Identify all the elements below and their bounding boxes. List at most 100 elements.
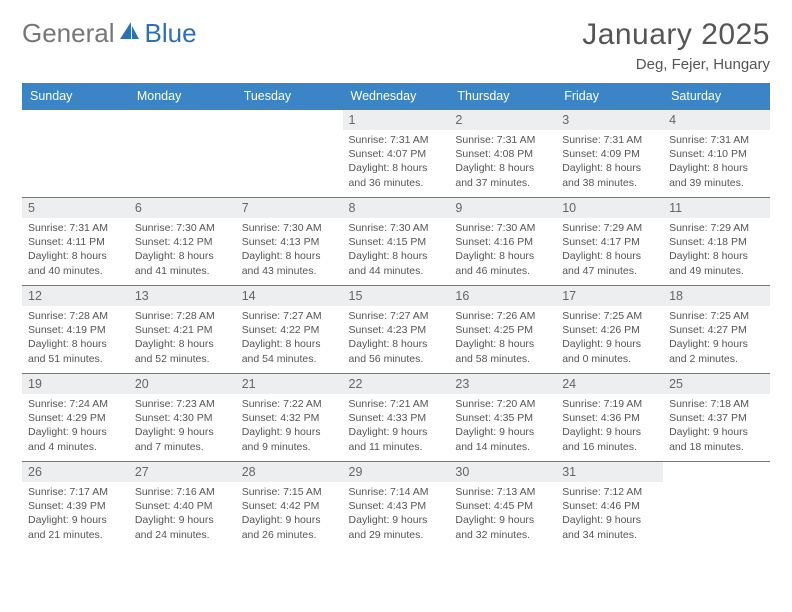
day-details: Sunrise: 7:31 AMSunset: 4:09 PMDaylight:… xyxy=(556,130,663,192)
sunrise-text: Sunrise: 7:22 AM xyxy=(242,397,337,411)
day-details: Sunrise: 7:15 AMSunset: 4:42 PMDaylight:… xyxy=(236,482,343,544)
calendar-table: Sunday Monday Tuesday Wednesday Thursday… xyxy=(22,83,770,550)
weekday-header: Monday xyxy=(129,83,236,110)
sunrise-text: Sunrise: 7:26 AM xyxy=(455,309,550,323)
day-details: Sunrise: 7:22 AMSunset: 4:32 PMDaylight:… xyxy=(236,394,343,456)
day-number: 4 xyxy=(663,110,770,130)
daylight-text: Daylight: 8 hours and 40 minutes. xyxy=(28,249,123,277)
daylight-text: Daylight: 9 hours and 21 minutes. xyxy=(28,513,123,541)
day-number: 5 xyxy=(22,198,129,218)
day-number: 16 xyxy=(449,286,556,306)
daylight-text: Daylight: 9 hours and 16 minutes. xyxy=(562,425,657,453)
calendar-day-cell: 9Sunrise: 7:30 AMSunset: 4:16 PMDaylight… xyxy=(449,198,556,286)
day-details: Sunrise: 7:24 AMSunset: 4:29 PMDaylight:… xyxy=(22,394,129,456)
sunrise-text: Sunrise: 7:20 AM xyxy=(455,397,550,411)
sunrise-text: Sunrise: 7:31 AM xyxy=(455,133,550,147)
page-subtitle: Deg, Fejer, Hungary xyxy=(582,56,770,73)
sunset-text: Sunset: 4:09 PM xyxy=(562,147,657,161)
daylight-text: Daylight: 9 hours and 11 minutes. xyxy=(349,425,444,453)
daylight-text: Daylight: 8 hours and 46 minutes. xyxy=(455,249,550,277)
calendar-day-cell: 3Sunrise: 7:31 AMSunset: 4:09 PMDaylight… xyxy=(556,110,663,198)
sunrise-text: Sunrise: 7:29 AM xyxy=(669,221,764,235)
logo-sail-icon xyxy=(119,21,141,46)
sunrise-text: Sunrise: 7:28 AM xyxy=(28,309,123,323)
sunset-text: Sunset: 4:07 PM xyxy=(349,147,444,161)
day-details: Sunrise: 7:28 AMSunset: 4:21 PMDaylight:… xyxy=(129,306,236,368)
day-number: 12 xyxy=(22,286,129,306)
sunset-text: Sunset: 4:30 PM xyxy=(135,411,230,425)
calendar-week-row: 1Sunrise: 7:31 AMSunset: 4:07 PMDaylight… xyxy=(22,110,770,198)
title-block: January 2025 Deg, Fejer, Hungary xyxy=(582,18,770,73)
sunset-text: Sunset: 4:26 PM xyxy=(562,323,657,337)
calendar-day-cell: 11 Sunrise: 7:29 AMSunset: 4:18 PMDayligh… xyxy=(663,198,770,286)
sunset-text: Sunset: 4:21 PM xyxy=(135,323,230,337)
day-number: 3 xyxy=(556,110,663,130)
day-number: 29 xyxy=(343,462,450,482)
daylight-text: Daylight: 9 hours and 34 minutes. xyxy=(562,513,657,541)
day-details: Sunrise: 7:26 AMSunset: 4:25 PMDaylight:… xyxy=(449,306,556,368)
day-details: Sunrise: 7:27 AMSunset: 4:22 PMDaylight:… xyxy=(236,306,343,368)
sunset-text: Sunset: 4:27 PM xyxy=(669,323,764,337)
day-details: Sunrise: 7:21 AMSunset: 4:33 PMDaylight:… xyxy=(343,394,450,456)
sunset-text: Sunset: 4:17 PM xyxy=(562,235,657,249)
day-details: Sunrise: 7:25 AMSunset: 4:27 PMDaylight:… xyxy=(663,306,770,368)
day-details: Sunrise: 7:25 AMSunset: 4:26 PMDaylight:… xyxy=(556,306,663,368)
sunrise-text: Sunrise: 7:27 AM xyxy=(349,309,444,323)
calendar-day-cell: 27Sunrise: 7:16 AMSunset: 4:40 PMDayligh… xyxy=(129,462,236,550)
day-number: 28 xyxy=(236,462,343,482)
sunrise-text: Sunrise: 7:18 AM xyxy=(669,397,764,411)
sunrise-text: Sunrise: 7:25 AM xyxy=(669,309,764,323)
calendar-day-cell: 20Sunrise: 7:23 AMSunset: 4:30 PMDayligh… xyxy=(129,374,236,462)
sunset-text: Sunset: 4:18 PM xyxy=(669,235,764,249)
sunset-text: Sunset: 4:36 PM xyxy=(562,411,657,425)
daylight-text: Daylight: 8 hours and 37 minutes. xyxy=(455,161,550,189)
calendar-day-cell: 21Sunrise: 7:22 AMSunset: 4:32 PMDayligh… xyxy=(236,374,343,462)
calendar-day-cell: 18Sunrise: 7:25 AMSunset: 4:27 PMDayligh… xyxy=(663,286,770,374)
calendar-day-cell: 17Sunrise: 7:25 AMSunset: 4:26 PMDayligh… xyxy=(556,286,663,374)
daylight-text: Daylight: 9 hours and 7 minutes. xyxy=(135,425,230,453)
sunrise-text: Sunrise: 7:16 AM xyxy=(135,485,230,499)
calendar-day-cell: 8Sunrise: 7:30 AMSunset: 4:15 PMDaylight… xyxy=(343,198,450,286)
weekday-header: Thursday xyxy=(449,83,556,110)
calendar-week-row: 26Sunrise: 7:17 AMSunset: 4:39 PMDayligh… xyxy=(22,462,770,550)
sunrise-text: Sunrise: 7:24 AM xyxy=(28,397,123,411)
day-number: 25 xyxy=(663,374,770,394)
daylight-text: Daylight: 8 hours and 56 minutes. xyxy=(349,337,444,365)
logo: General Blue xyxy=(22,18,197,49)
sunset-text: Sunset: 4:43 PM xyxy=(349,499,444,513)
sunrise-text: Sunrise: 7:15 AM xyxy=(242,485,337,499)
sunset-text: Sunset: 4:19 PM xyxy=(28,323,123,337)
sunrise-text: Sunrise: 7:13 AM xyxy=(455,485,550,499)
calendar-day-cell: 24Sunrise: 7:19 AMSunset: 4:36 PMDayligh… xyxy=(556,374,663,462)
day-details: Sunrise: 7:31 AMSunset: 4:08 PMDaylight:… xyxy=(449,130,556,192)
day-details: Sunrise: 7:30 AMSunset: 4:12 PMDaylight:… xyxy=(129,218,236,280)
daylight-text: Daylight: 8 hours and 58 minutes. xyxy=(455,337,550,365)
sunset-text: Sunset: 4:46 PM xyxy=(562,499,657,513)
weekday-header: Sunday xyxy=(22,83,129,110)
calendar-day-cell xyxy=(22,110,129,198)
sunset-text: Sunset: 4:42 PM xyxy=(242,499,337,513)
day-details: Sunrise: 7:16 AMSunset: 4:40 PMDaylight:… xyxy=(129,482,236,544)
calendar-day-cell: 19Sunrise: 7:24 AMSunset: 4:29 PMDayligh… xyxy=(22,374,129,462)
daylight-text: Daylight: 9 hours and 24 minutes. xyxy=(135,513,230,541)
calendar-day-cell: 4Sunrise: 7:31 AMSunset: 4:10 PMDaylight… xyxy=(663,110,770,198)
logo-text-general: General xyxy=(22,18,115,49)
sunrise-text: Sunrise: 7:25 AM xyxy=(562,309,657,323)
daylight-text: Daylight: 8 hours and 41 minutes. xyxy=(135,249,230,277)
calendar-day-cell: 25Sunrise: 7:18 AMSunset: 4:37 PMDayligh… xyxy=(663,374,770,462)
sunrise-text: Sunrise: 7:30 AM xyxy=(135,221,230,235)
daylight-text: Daylight: 9 hours and 14 minutes. xyxy=(455,425,550,453)
day-number: 21 xyxy=(236,374,343,394)
sunset-text: Sunset: 4:22 PM xyxy=(242,323,337,337)
weekday-header: Wednesday xyxy=(343,83,450,110)
calendar-day-cell: 2Sunrise: 7:31 AMSunset: 4:08 PMDaylight… xyxy=(449,110,556,198)
daylight-text: Daylight: 9 hours and 9 minutes. xyxy=(242,425,337,453)
day-number: 11 xyxy=(663,198,770,218)
daylight-text: Daylight: 8 hours and 49 minutes. xyxy=(669,249,764,277)
sunset-text: Sunset: 4:40 PM xyxy=(135,499,230,513)
day-number: 20 xyxy=(129,374,236,394)
day-number: 31 xyxy=(556,462,663,482)
sunset-text: Sunset: 4:13 PM xyxy=(242,235,337,249)
calendar-week-row: 5Sunrise: 7:31 AMSunset: 4:11 PMDaylight… xyxy=(22,198,770,286)
day-number: 22 xyxy=(343,374,450,394)
